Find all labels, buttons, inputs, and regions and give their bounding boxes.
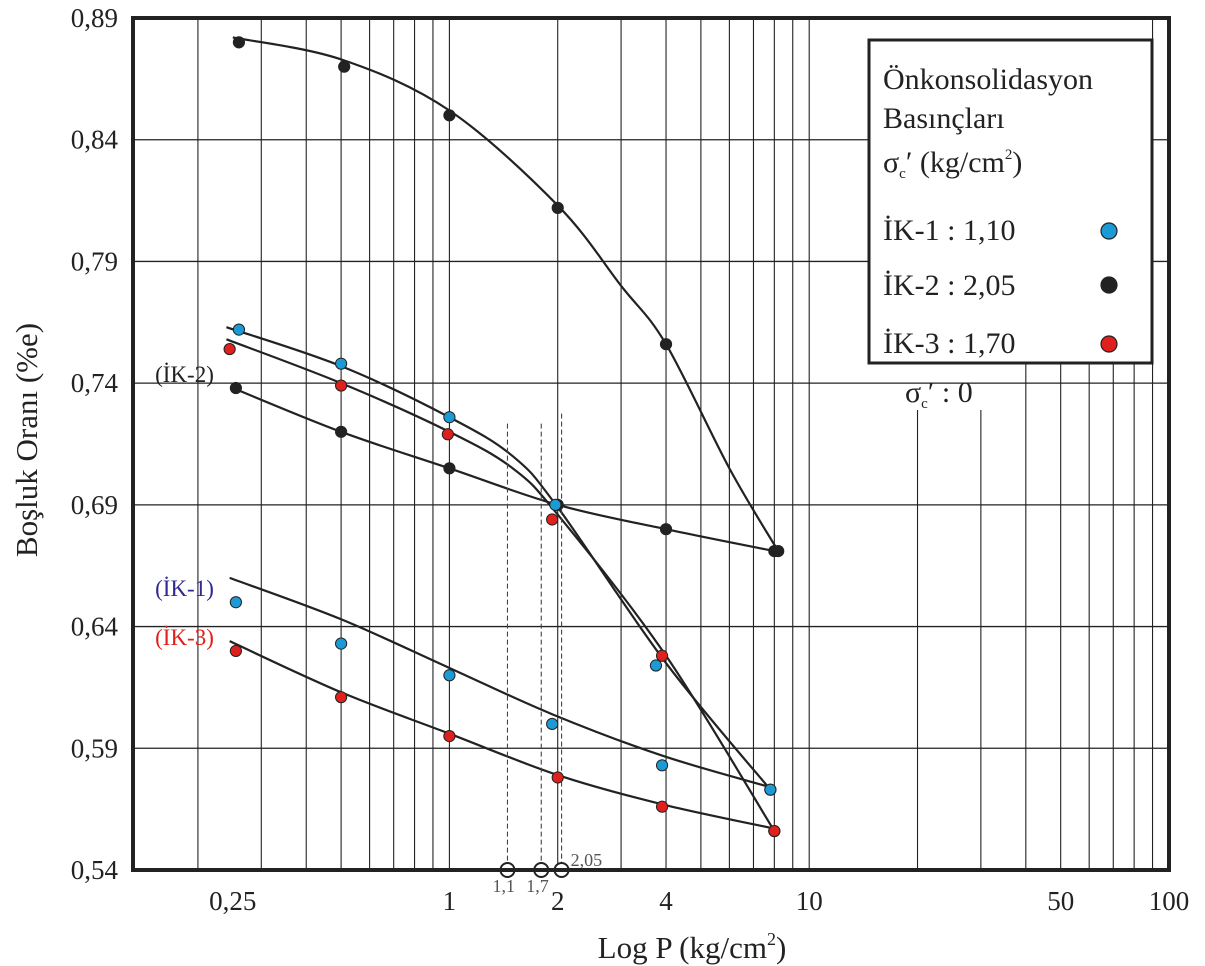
x-tick-label: 0,25 [209,886,256,916]
data-point [229,644,242,658]
data-point [441,428,454,441]
data-point [655,649,669,662]
legend-marker-ik2 [1100,276,1118,294]
legend-sigma: σ [883,146,899,179]
series-curve [232,386,775,553]
legend-entry-ik2: İK-2 : 2,05 [883,269,1015,302]
x-tick-label: 100 [1149,886,1190,916]
data-point [655,800,669,813]
extra-curve [226,326,772,791]
legend-title-line1: Önkonsolidasyon [883,63,1093,96]
data-point [443,109,456,122]
data-point [335,379,348,392]
legend-box [867,38,1154,365]
data-point [551,201,564,214]
data-point [443,411,456,424]
data-point [335,637,348,650]
y-tick-labels: 0,54 0,59 0,64 0,69 0,74 0,79 0,84 0,89 [71,3,119,885]
data-point [549,498,562,511]
data-point [335,357,348,370]
data-point [223,342,236,356]
curve-label-ik3: (İK-3) [155,625,214,650]
legend-sigma-sub: c [899,166,906,182]
legend-entry-ik1: İK-1 : 1,10 [883,214,1015,247]
sigma-zero-label: σc′ : 0 [905,376,973,412]
sigma-zero-sub: c [921,396,928,412]
preconsolidation-label: 1,7 [526,876,549,896]
data-point [655,759,669,772]
preconsolidation-markers: 1,1 1,7 2,05 [492,413,603,896]
data-point [546,513,559,526]
preconsolidation-label: 2,05 [571,850,603,870]
curve-label-ik2: (İK-2) [155,362,214,387]
y-tick-label: 0,54 [71,855,119,885]
data-point [768,824,781,838]
data-point [335,425,348,438]
series-curve [229,576,771,789]
y-tick-label: 0,69 [71,490,118,520]
data-point [772,545,785,558]
x-tick-label: 2 [551,886,565,916]
legend-title-line3: σc′ (kg/cm2) [883,146,1022,182]
data-point [232,36,246,49]
x-tick-labels: 0,25 1 2 4 10 50 100 [209,886,1189,916]
y-tick-label: 0,84 [71,125,119,155]
data-point [443,462,456,475]
extra-curve [232,36,780,552]
x-tick-label: 50 [1047,886,1074,916]
y-tick-label: 0,79 [71,246,118,276]
x-axis-label-sup: 2 [767,929,776,949]
data-point [443,730,456,743]
data-point [232,323,246,336]
data-point [659,338,673,351]
sigma-zero-tail: ′ : 0 [928,376,973,409]
x-axis-label: Log P (kg/cm2) [598,929,787,965]
x-tick-label: 4 [659,886,673,916]
data-points [223,36,785,838]
legend-marker-ik3 [1100,335,1118,353]
data-point [764,783,777,796]
legend: Önkonsolidasyon Basınçları σc′ (kg/cm2) … [867,38,1154,365]
y-tick-label: 0,59 [71,733,118,763]
series-curve [229,640,775,830]
x-axis-label-main: Log P (kg/cm [598,930,767,965]
x-tick-label: 1 [443,886,457,916]
data-point [335,691,348,704]
sigma-zero-main: σ [905,376,921,409]
y-tick-label: 0,89 [71,3,118,33]
data-point [229,381,242,395]
legend-title-line2: Basınçları [883,102,1005,135]
legend-units: ′ (kg/cm [906,146,1005,179]
data-point [649,659,663,672]
y-tick-label: 0,74 [71,368,119,398]
x-axis-label-tail: ) [776,930,786,965]
y-axis-label: Boşluk Oranı (%e) [9,323,44,557]
grid-lines [133,17,1170,871]
curve-label-ik1: (İK-1) [155,576,214,601]
data-point [443,669,456,682]
extra-curve [226,338,776,832]
data-point [546,717,559,731]
legend-units-tail: ) [1012,146,1022,179]
data-point [338,60,351,73]
plot-frame [131,16,1171,872]
preconsolidation-label: 1,1 [492,876,515,896]
data-point [659,523,673,536]
legend-entry-ik3: İK-3 : 1,70 [883,327,1015,360]
curve-lines [226,36,780,832]
data-point [229,596,242,609]
legend-marker-ik1 [1100,222,1118,240]
legend-units-sup: 2 [1005,147,1013,163]
y-tick-label: 0,64 [71,612,119,642]
x-tick-label: 10 [796,886,823,916]
data-point [551,771,564,784]
